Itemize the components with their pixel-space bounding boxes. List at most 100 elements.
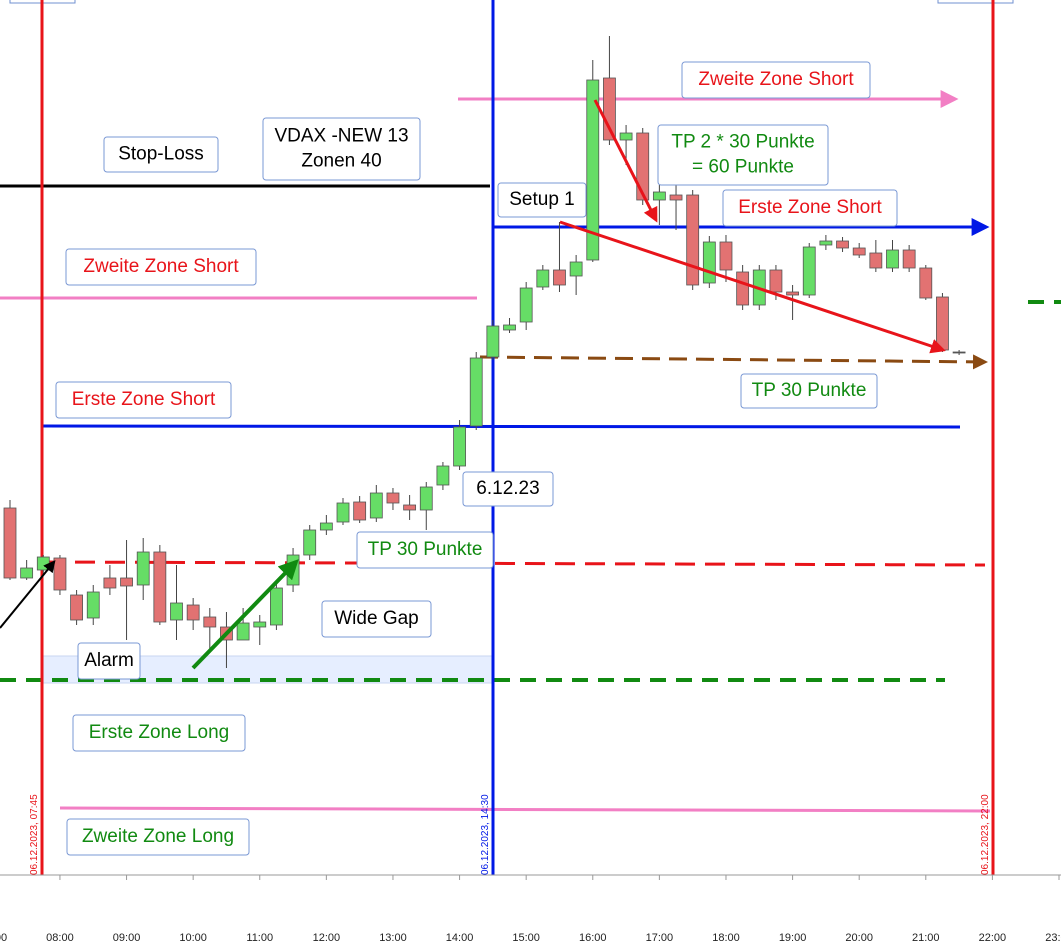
candle-body — [952, 351, 966, 354]
annotation-box — [356, 531, 494, 569]
x-tick-label: 16:00 — [579, 932, 607, 943]
candle-body — [336, 502, 350, 523]
candle-body — [20, 567, 34, 579]
candle-body — [203, 616, 217, 628]
candle-body — [53, 557, 67, 591]
x-tick-label: 08:00 — [46, 932, 74, 943]
annotation-box — [103, 136, 219, 173]
annotation-text: Erste Zone Short — [738, 197, 882, 218]
candle-body — [936, 296, 949, 351]
candle-body — [403, 504, 417, 511]
time-marker-label: 06.12.2023, 07:45 — [29, 794, 40, 875]
arrow-layer — [0, 99, 946, 670]
candle-body — [802, 246, 816, 296]
candle-body — [652, 191, 666, 201]
annotation-box — [262, 117, 421, 181]
candle-body — [869, 252, 883, 269]
candle-body — [103, 577, 117, 589]
candle-body — [369, 492, 383, 519]
x-tick-label: 07:00 — [0, 932, 7, 943]
annotation-text: Zweite Zone Short — [698, 69, 854, 90]
x-tick-label: 12:00 — [313, 932, 341, 943]
annotation-box — [497, 182, 587, 218]
annotation-text: TP 30 Punkte — [368, 539, 483, 560]
move-arrow — [593, 99, 658, 223]
annotation-text: Stop-Loss — [118, 144, 204, 165]
move-arrow — [559, 220, 946, 354]
x-tick-label: 17:00 — [646, 932, 674, 943]
move-arrow — [191, 559, 299, 670]
candle-body — [86, 591, 100, 619]
candle-body — [70, 594, 83, 621]
x-tick-label: 15:00 — [512, 932, 540, 943]
candle-body — [553, 269, 566, 286]
candle-body — [769, 269, 783, 293]
candle-body — [519, 287, 533, 323]
x-tick-label: 22:00 — [979, 932, 1007, 943]
candle-body — [536, 269, 550, 288]
zone-line — [42, 424, 961, 429]
candle-body — [503, 324, 516, 331]
move-arrow — [0, 560, 56, 629]
annotation-text: Alarm — [84, 650, 134, 671]
annotation-text: Zonen 40 — [301, 151, 381, 172]
zone-line — [59, 806, 991, 813]
candle-body — [170, 602, 183, 621]
entry-line — [44, 560, 986, 567]
x-tick-label: 11:00 — [246, 932, 273, 943]
annotation-text: Zweite Zone Short — [83, 256, 239, 277]
annotation-box — [681, 61, 871, 99]
annotation-box — [657, 124, 829, 186]
annotation-box — [55, 381, 232, 419]
tp-line — [479, 354, 988, 370]
x-tick-label: 20:00 — [845, 932, 873, 943]
annotation-text: 6.12.23 — [476, 478, 539, 499]
candle-body — [136, 551, 150, 586]
annotation-layer — [0, 0, 1061, 876]
annotation-box — [66, 818, 250, 856]
candle-body — [436, 465, 450, 486]
annotation-box — [77, 642, 141, 680]
x-tick-label: 18:00 — [712, 932, 740, 943]
annotation-text: TP 2 * 30 Punkte — [671, 132, 814, 153]
candle-body — [253, 621, 267, 628]
candle-body — [569, 261, 583, 277]
annotation-text: = 60 Punkte — [692, 157, 794, 178]
candle-body — [786, 291, 799, 296]
candle-body — [120, 577, 133, 587]
candle-body — [686, 194, 700, 286]
annotation-box — [722, 189, 898, 227]
candle-body — [453, 426, 466, 467]
x-tick-label: 09:00 — [113, 932, 141, 943]
time-marker-label: 06.12.2023, 22:00 — [980, 794, 991, 875]
candle-body — [303, 529, 317, 556]
candle-body — [319, 522, 333, 531]
candle-body — [836, 240, 849, 249]
candle-body — [819, 240, 833, 246]
time-marker-label: 06.12.2023, 14:30 — [480, 794, 491, 875]
x-tick-label: 21:00 — [912, 932, 940, 943]
candle-body — [719, 241, 733, 271]
annotation-box — [462, 471, 554, 507]
candle-body — [3, 507, 17, 579]
x-tick-label: 23:00 — [1045, 932, 1061, 943]
candle-body — [153, 551, 167, 623]
candle-body — [852, 247, 866, 256]
x-tick-label: 10:00 — [179, 932, 207, 943]
candle-body — [186, 604, 200, 621]
candle-body — [919, 267, 933, 299]
annotation-text: Erste Zone Long — [89, 722, 229, 743]
annotation-box — [72, 714, 246, 752]
candle-body — [902, 249, 916, 269]
annotation-text: VDAX -NEW 13 — [274, 126, 408, 147]
annotation-text: Erste Zone Short — [72, 389, 216, 410]
cut-box — [937, 0, 1014, 4]
annotation-box — [321, 600, 432, 638]
annotation-text: Zweite Zone Long — [82, 826, 234, 847]
annotation-box — [65, 248, 257, 286]
x-tick-label: 14:00 — [446, 932, 474, 943]
candle-body — [270, 587, 283, 626]
candle-body — [36, 556, 50, 571]
candle-body — [486, 325, 500, 358]
